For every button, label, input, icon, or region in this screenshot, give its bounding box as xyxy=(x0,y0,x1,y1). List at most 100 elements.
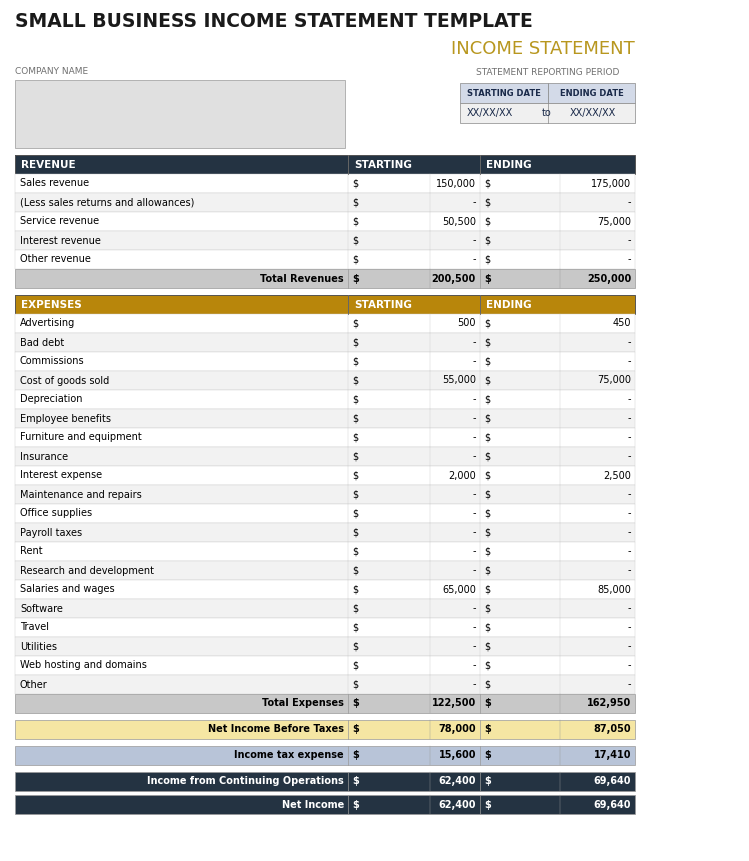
Text: $: $ xyxy=(484,679,490,690)
Text: $: $ xyxy=(352,470,358,480)
Text: 450: 450 xyxy=(613,319,631,329)
Bar xyxy=(15,80,345,148)
Text: $: $ xyxy=(352,178,358,189)
Text: $: $ xyxy=(484,800,491,809)
Text: $: $ xyxy=(352,356,358,367)
Text: -: - xyxy=(628,528,631,537)
Text: -: - xyxy=(628,394,631,405)
Text: Other revenue: Other revenue xyxy=(20,255,91,264)
Text: $: $ xyxy=(352,216,358,226)
Text: $: $ xyxy=(484,547,490,556)
Bar xyxy=(15,504,635,523)
Text: $: $ xyxy=(484,660,490,671)
Text: -: - xyxy=(473,413,476,424)
Text: $: $ xyxy=(352,394,358,405)
Text: $: $ xyxy=(352,319,358,329)
Text: -: - xyxy=(473,528,476,537)
Text: 55,000: 55,000 xyxy=(442,375,476,386)
Bar xyxy=(15,352,635,371)
Text: $: $ xyxy=(352,679,358,690)
Text: 75,000: 75,000 xyxy=(597,375,631,386)
Text: $: $ xyxy=(352,432,358,443)
Text: XX/XX/XX: XX/XX/XX xyxy=(570,108,616,118)
Text: 15,600: 15,600 xyxy=(438,751,476,760)
Text: -: - xyxy=(473,236,476,245)
Bar xyxy=(15,466,635,485)
Text: REVENUE: REVENUE xyxy=(21,159,76,170)
Bar xyxy=(15,333,635,352)
Text: Income from Continuing Operations: Income from Continuing Operations xyxy=(148,777,344,786)
Text: -: - xyxy=(473,547,476,556)
Text: -: - xyxy=(473,641,476,652)
Text: INCOME STATEMENT: INCOME STATEMENT xyxy=(451,40,635,58)
Text: Maintenance and repairs: Maintenance and repairs xyxy=(20,490,142,499)
Text: Utilities: Utilities xyxy=(20,641,57,652)
Text: $: $ xyxy=(352,490,358,499)
Text: $: $ xyxy=(484,451,490,461)
Text: $: $ xyxy=(352,623,358,633)
Text: -: - xyxy=(628,432,631,443)
Text: XX/XX/XX: XX/XX/XX xyxy=(467,108,513,118)
Text: $: $ xyxy=(484,338,490,348)
Text: $: $ xyxy=(352,451,358,461)
Text: $: $ xyxy=(484,490,490,499)
Text: 50,500: 50,500 xyxy=(442,216,476,226)
Text: SMALL BUSINESS INCOME STATEMENT TEMPLATE: SMALL BUSINESS INCOME STATEMENT TEMPLATE xyxy=(15,12,533,31)
Bar xyxy=(15,155,635,174)
Text: $: $ xyxy=(484,394,490,405)
Text: $: $ xyxy=(484,319,490,329)
Bar xyxy=(15,618,635,637)
Bar xyxy=(15,580,635,599)
Text: Bad debt: Bad debt xyxy=(20,338,64,348)
Text: -: - xyxy=(628,660,631,671)
Text: Advertising: Advertising xyxy=(20,319,75,329)
Bar xyxy=(15,447,635,466)
Text: $: $ xyxy=(352,528,358,537)
Text: -: - xyxy=(628,679,631,690)
Text: -: - xyxy=(628,604,631,614)
Text: Travel: Travel xyxy=(20,623,49,633)
Text: ENDING: ENDING xyxy=(486,159,532,170)
Text: $: $ xyxy=(484,777,491,786)
Bar xyxy=(15,720,635,739)
Bar xyxy=(15,485,635,504)
Text: Payroll taxes: Payroll taxes xyxy=(20,528,82,537)
Text: Web hosting and domains: Web hosting and domains xyxy=(20,660,147,671)
Text: $: $ xyxy=(484,698,491,709)
Bar xyxy=(15,675,635,694)
Text: 17,410: 17,410 xyxy=(593,751,631,760)
Text: $: $ xyxy=(484,585,490,594)
Text: -: - xyxy=(473,197,476,208)
Text: 85,000: 85,000 xyxy=(597,585,631,594)
Text: $: $ xyxy=(352,641,358,652)
Text: $: $ xyxy=(484,432,490,443)
Text: -: - xyxy=(628,413,631,424)
Text: STARTING: STARTING xyxy=(354,159,412,170)
Bar xyxy=(15,174,635,193)
Text: $: $ xyxy=(352,698,359,709)
Text: $: $ xyxy=(352,585,358,594)
Text: Service revenue: Service revenue xyxy=(20,216,99,226)
Text: -: - xyxy=(473,490,476,499)
Bar xyxy=(15,295,635,314)
Bar xyxy=(15,746,635,765)
Text: 62,400: 62,400 xyxy=(438,800,476,809)
Bar xyxy=(15,193,635,212)
Text: Total Revenues: Total Revenues xyxy=(261,274,344,283)
Text: 162,950: 162,950 xyxy=(586,698,631,709)
Text: $: $ xyxy=(352,274,359,283)
Text: Net Income Before Taxes: Net Income Before Taxes xyxy=(208,724,344,734)
Text: Income tax expense: Income tax expense xyxy=(234,751,344,760)
Text: -: - xyxy=(628,566,631,575)
Bar xyxy=(15,390,635,409)
Text: 2,500: 2,500 xyxy=(603,470,631,480)
Text: $: $ xyxy=(352,509,358,518)
Text: -: - xyxy=(473,255,476,264)
Text: 200,500: 200,500 xyxy=(431,274,476,283)
Text: -: - xyxy=(473,566,476,575)
Text: $: $ xyxy=(484,623,490,633)
Bar xyxy=(15,637,635,656)
Text: $: $ xyxy=(352,800,359,809)
Bar xyxy=(15,314,635,333)
Text: Employee benefits: Employee benefits xyxy=(20,413,111,424)
